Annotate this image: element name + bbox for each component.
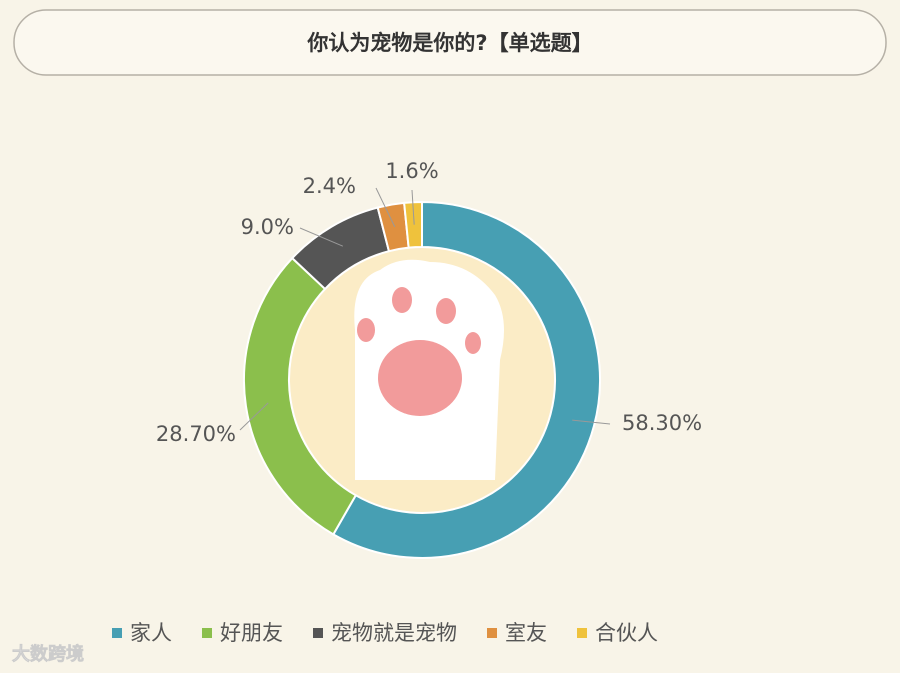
legend-label: 好朋友 xyxy=(220,621,283,645)
leader-line xyxy=(299,227,344,247)
data-label: 1.6% xyxy=(385,159,438,183)
legend-swatch xyxy=(487,628,497,638)
data-label: 58.30% xyxy=(622,411,702,435)
leader-line xyxy=(239,402,269,431)
leader-line xyxy=(375,187,396,228)
donut-segment xyxy=(331,200,601,559)
data-label: 2.4% xyxy=(303,174,356,198)
legend-label: 合伙人 xyxy=(595,621,658,645)
center-illustration xyxy=(290,248,554,512)
title-box xyxy=(13,9,887,76)
watermark: 大数跨境 xyxy=(12,643,84,665)
legend-swatch xyxy=(112,628,122,638)
legend-swatch xyxy=(313,628,323,638)
chart-title: 你认为宠物是你的?【单选题】 xyxy=(306,31,592,55)
legend-swatch xyxy=(202,628,212,638)
legend-label: 家人 xyxy=(130,621,172,645)
legend-swatch xyxy=(577,628,587,638)
legend-label: 宠物就是宠物 xyxy=(331,621,457,645)
data-label: 9.0% xyxy=(241,215,294,239)
legend-label: 室友 xyxy=(505,621,547,645)
donut-segment xyxy=(403,200,423,249)
data-label: 28.70% xyxy=(156,422,236,446)
leader-line xyxy=(411,189,415,225)
leader-line xyxy=(572,419,611,425)
